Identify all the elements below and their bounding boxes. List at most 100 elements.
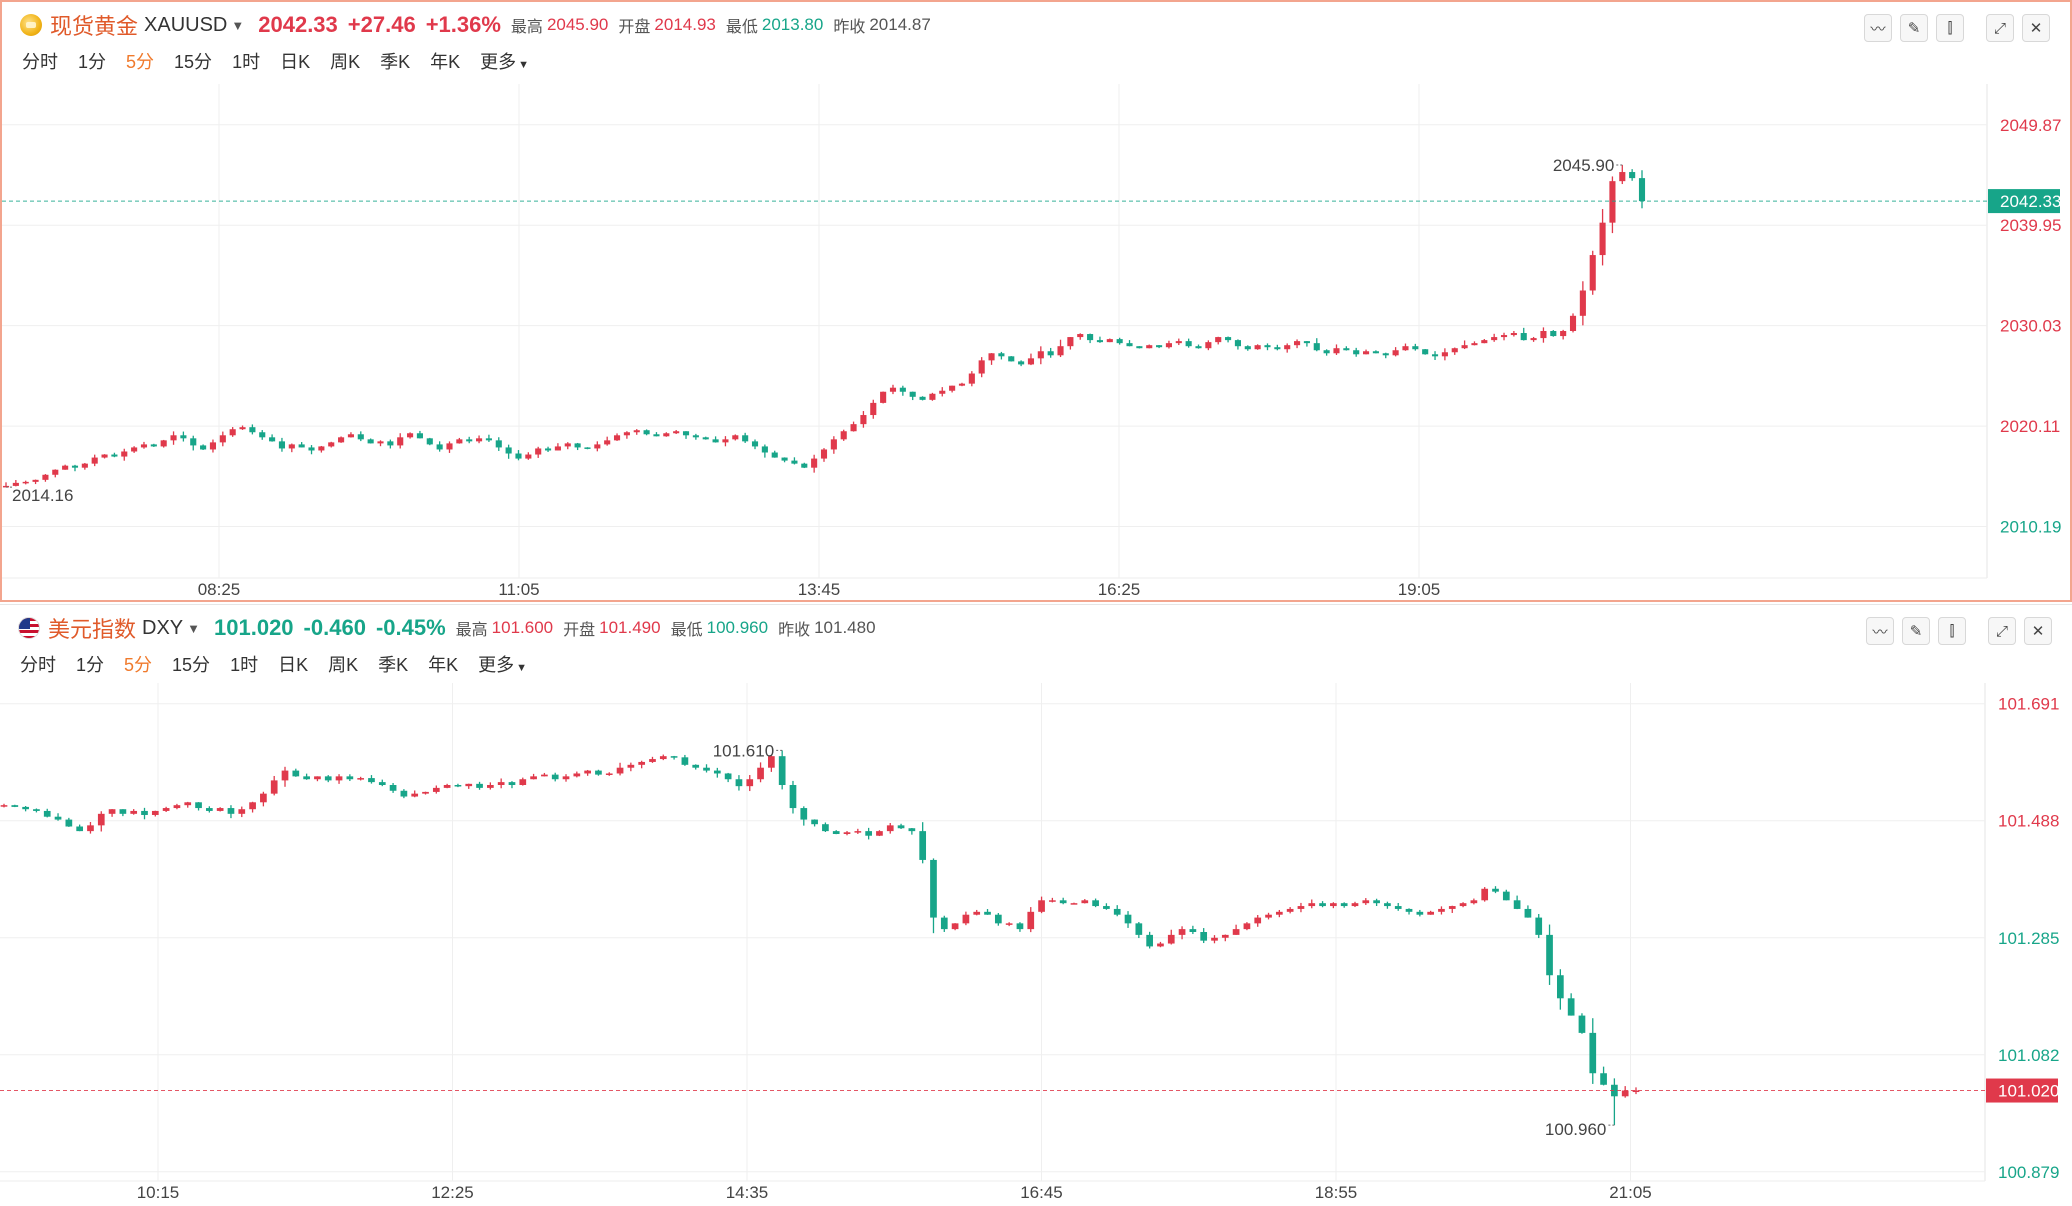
candle-body	[832, 831, 840, 834]
tab-week[interactable]: 周K	[328, 655, 359, 675]
candle-body	[584, 447, 591, 449]
candle-body	[681, 757, 689, 765]
tab-15m[interactable]: 15分	[172, 655, 211, 675]
candle-body	[1126, 343, 1133, 347]
candle-body	[249, 802, 256, 810]
close-icon[interactable]: ✕	[2022, 14, 2050, 42]
candle-body	[876, 831, 883, 836]
candle-body	[260, 793, 267, 803]
expand-icon[interactable]: ⤢	[1986, 14, 2014, 42]
dxy-header: 美元指数 DXY ▼ 101.020 -0.460 -0.45% 最高 101.6…	[18, 613, 886, 643]
candle-body	[1540, 331, 1547, 339]
candle-body	[781, 457, 788, 461]
candle-body	[638, 761, 646, 765]
candle-body	[1459, 903, 1467, 907]
candle-body	[732, 435, 739, 440]
stat-value-open: 101.490	[599, 618, 661, 637]
y-tick-label: 2010.19	[2000, 518, 2061, 537]
tab-day[interactable]: 日K	[278, 655, 309, 675]
candle-body	[1049, 900, 1056, 902]
candle-body	[1205, 342, 1212, 349]
tab-day[interactable]: 日K	[280, 52, 311, 72]
y-tick-label: 2039.95	[2000, 216, 2061, 235]
current-price-tag-label: 2042.33	[2000, 192, 2061, 211]
candle-body	[1274, 347, 1281, 350]
draw-pen-icon[interactable]: ✎	[1902, 617, 1930, 645]
candle-body	[595, 770, 602, 775]
candle-body	[1234, 340, 1241, 347]
candle-body	[544, 448, 552, 451]
candle-body	[1135, 923, 1143, 935]
expand-icon[interactable]: ⤢	[1988, 617, 2016, 645]
gold-chart-panel[interactable]: 2049.87 2039.95 2030.03 2020.11 2010.19 08:25…	[0, 0, 2072, 602]
candle-body	[1178, 929, 1186, 935]
price-change-pct: -0.45%	[375, 615, 446, 640]
gold-candlestick-chart[interactable]: 2049.87 2039.95 2030.03 2020.11 2010.19 08:25…	[2, 2, 2070, 600]
current-price-tag-label: 101.020	[1998, 1082, 2059, 1101]
x-tick-label: 08:25	[198, 580, 241, 599]
candle-body	[22, 481, 29, 484]
x-tick-label: 19:05	[1398, 580, 1441, 599]
tab-more[interactable]: 更多 ▼	[480, 48, 529, 74]
candle-body	[281, 770, 289, 781]
candle-body	[962, 914, 970, 924]
candle-body	[1265, 914, 1272, 918]
indicator-icon[interactable]: 〰	[1864, 14, 1892, 42]
tab-1h[interactable]: 1时	[230, 655, 259, 675]
tab-timeshare[interactable]: 分时	[22, 52, 58, 72]
symbol-name[interactable]: 美元指数	[48, 617, 137, 642]
stat-value-prev-close: 2014.87	[869, 15, 931, 34]
tab-week[interactable]: 周K	[330, 52, 361, 72]
candle-body	[346, 776, 354, 780]
candle-body	[998, 353, 1005, 357]
dxy-chart-panel[interactable]: 101.691 101.488 101.285 101.082 100.879 10:15…	[0, 604, 2072, 1205]
tab-1m[interactable]: 1分	[76, 655, 105, 675]
candle-body	[184, 802, 192, 806]
candle-body	[899, 387, 906, 392]
tab-quarter[interactable]: 季K	[380, 52, 411, 72]
candle-body	[259, 432, 266, 438]
candle-body	[525, 454, 532, 459]
symbol-name[interactable]: 现货黄金	[50, 14, 139, 39]
tab-5m[interactable]: 5分	[126, 52, 155, 72]
candle-body	[1175, 341, 1182, 344]
candle-body	[151, 810, 159, 815]
tab-timeshare[interactable]: 分时	[20, 655, 56, 675]
candle-body	[454, 785, 462, 787]
candle-body	[1185, 341, 1192, 347]
tab-5m[interactable]: 5分	[124, 655, 153, 675]
y-tick-label: 101.082	[1998, 1046, 2059, 1065]
tab-15m[interactable]: 15分	[174, 52, 213, 72]
candle-body	[422, 791, 429, 794]
tab-year[interactable]: 年K	[430, 52, 461, 72]
tab-quarter[interactable]: 季K	[378, 655, 409, 675]
candle-body	[1372, 351, 1379, 354]
candle-body	[456, 439, 463, 444]
candle-body	[1471, 343, 1478, 346]
symbol-dropdown-icon[interactable]: ▼	[231, 17, 245, 33]
tab-year[interactable]: 年K	[428, 655, 459, 675]
y-tick-label: 2020.11	[2000, 417, 2060, 436]
candle-style-icon[interactable]: ⫿	[1938, 617, 1966, 645]
candle-body	[91, 457, 98, 464]
price-change: -0.460	[303, 615, 366, 640]
indicator-icon[interactable]: 〰	[1866, 617, 1894, 645]
tab-more[interactable]: 更多 ▼	[478, 651, 527, 677]
symbol-code[interactable]: DXY	[142, 616, 184, 639]
candle-body	[757, 767, 764, 780]
draw-pen-icon[interactable]: ✎	[1900, 14, 1928, 42]
candle-body	[1340, 903, 1348, 907]
symbol-dropdown-icon[interactable]: ▼	[187, 620, 201, 636]
tab-1h[interactable]: 1时	[232, 52, 261, 72]
candle-body	[1244, 346, 1251, 350]
candle-body	[616, 767, 624, 774]
candle-style-icon[interactable]: ⫿	[1936, 14, 1964, 42]
symbol-code[interactable]: XAUUSD	[144, 13, 228, 36]
stat-value-open: 2014.93	[654, 15, 716, 34]
tab-1m[interactable]: 1分	[78, 52, 107, 72]
close-icon[interactable]: ✕	[2024, 617, 2052, 645]
candle-body	[170, 435, 177, 441]
y-tick-label: 100.879	[1998, 1163, 2059, 1182]
candle-body	[811, 819, 818, 825]
dxy-candlestick-chart[interactable]: 101.691 101.488 101.285 101.082 100.879 10:15…	[0, 605, 2072, 1206]
